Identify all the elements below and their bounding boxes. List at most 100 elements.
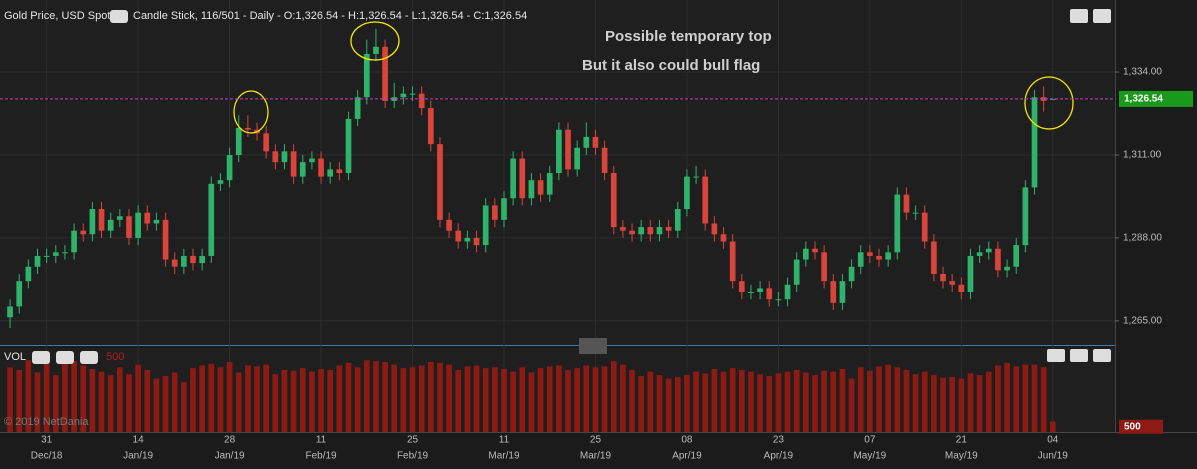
candle-body	[610, 172, 617, 228]
volume-bar	[556, 365, 562, 432]
candle-body	[135, 212, 141, 238]
resize-handle[interactable]	[579, 338, 607, 354]
candle-body	[52, 252, 59, 256]
volume-bar	[116, 367, 123, 432]
candle-body	[921, 212, 928, 242]
candle-body	[857, 252, 864, 267]
volume-bar	[766, 376, 773, 432]
candle-body	[830, 281, 837, 303]
candle-body	[1040, 97, 1047, 101]
volume-bar	[629, 369, 635, 432]
x-tick-label: 04	[1047, 435, 1059, 446]
candle-body	[400, 93, 407, 98]
candle-body	[784, 284, 791, 300]
volume-tick-label: 500	[1124, 421, 1141, 432]
volume-bar	[501, 369, 507, 432]
volume-bar	[290, 370, 297, 432]
candle-body	[674, 209, 681, 231]
x-tick-label: 31	[41, 435, 53, 446]
volume-bar	[885, 364, 891, 432]
annotation: But it also could bull flag	[582, 57, 760, 74]
volume-bar	[363, 360, 370, 432]
x-tick-label: 14	[133, 435, 145, 446]
eye-button[interactable]	[110, 10, 128, 23]
volume-bar	[34, 372, 41, 432]
eye-button[interactable]	[32, 351, 50, 364]
volume-title: VOL	[4, 351, 26, 363]
candle-body	[592, 136, 599, 148]
volume-bar	[80, 365, 87, 432]
volume-bar	[171, 372, 178, 432]
candle-body	[537, 180, 544, 195]
volume-bar	[684, 375, 690, 432]
settings-button[interactable]	[80, 351, 98, 364]
candle-body	[144, 212, 151, 224]
volume-bar	[656, 375, 663, 432]
volume-bar	[7, 367, 13, 432]
expand-button[interactable]	[1070, 9, 1088, 23]
volume-bar	[1022, 364, 1029, 432]
highlight-circle	[1024, 76, 1074, 130]
candle-body	[34, 255, 41, 267]
candle-body	[226, 154, 233, 181]
volume-bar	[446, 364, 452, 432]
volume-bar	[89, 369, 96, 432]
candle-body	[25, 266, 32, 282]
volume-bar	[921, 371, 928, 432]
volume-bar	[482, 368, 489, 432]
volume-bar	[674, 376, 681, 432]
volume-bar	[748, 371, 754, 432]
copyright: © 2019 NetDania	[4, 416, 89, 428]
y-tick-label: 1,288.00	[1123, 233, 1162, 244]
x-tick-month: Feb/19	[397, 451, 429, 462]
candle-body	[583, 136, 590, 148]
candle-body	[418, 93, 425, 109]
menu-button[interactable]	[1093, 9, 1111, 23]
volume-bar	[665, 378, 672, 432]
candle-body	[245, 127, 251, 130]
y-tick-label: 1,334.00	[1123, 67, 1162, 78]
x-tick-label: 07	[864, 435, 876, 446]
up-button[interactable]	[1047, 349, 1065, 362]
x-tick-label: 08	[681, 435, 693, 446]
volume-bar	[98, 371, 105, 432]
volume-bar	[437, 362, 443, 432]
highlight-circle	[350, 21, 400, 61]
candle-body	[299, 162, 306, 177]
volume-bar	[382, 362, 388, 432]
candle-body	[803, 248, 809, 260]
x-tick-label: 11	[316, 435, 327, 446]
volume-bar	[427, 362, 434, 432]
volume-bar	[903, 369, 910, 432]
candle-body	[327, 169, 334, 177]
candle-body	[190, 255, 196, 264]
volume-bar	[473, 365, 480, 432]
candle-body	[181, 255, 187, 267]
candle-body	[162, 219, 169, 260]
candle-body	[766, 288, 773, 300]
close-button[interactable]	[1093, 349, 1111, 362]
x-tick-label: 11	[499, 435, 510, 446]
x-tick-label: 25	[407, 435, 419, 446]
last-price-label: 1,326.54	[1124, 94, 1163, 105]
expand-button[interactable]	[1070, 349, 1088, 362]
volume-bar	[812, 375, 818, 432]
x-tick-month: Mar/19	[580, 451, 612, 462]
volume-bar	[254, 366, 260, 432]
volume-bar	[126, 374, 132, 432]
candle-body	[812, 248, 818, 253]
volume-bar	[71, 361, 77, 432]
volume-bar	[25, 360, 32, 432]
candle-body	[665, 227, 672, 231]
volume-bar	[601, 366, 608, 432]
volume-bar	[839, 369, 846, 432]
candle-body	[363, 53, 370, 98]
volume-bar	[940, 377, 946, 432]
candle-body	[976, 252, 983, 256]
volume-bar	[190, 368, 196, 432]
candle-body	[62, 252, 68, 254]
close-button[interactable]	[56, 351, 74, 364]
volume-bar	[400, 368, 407, 432]
volume-bar	[949, 376, 956, 432]
